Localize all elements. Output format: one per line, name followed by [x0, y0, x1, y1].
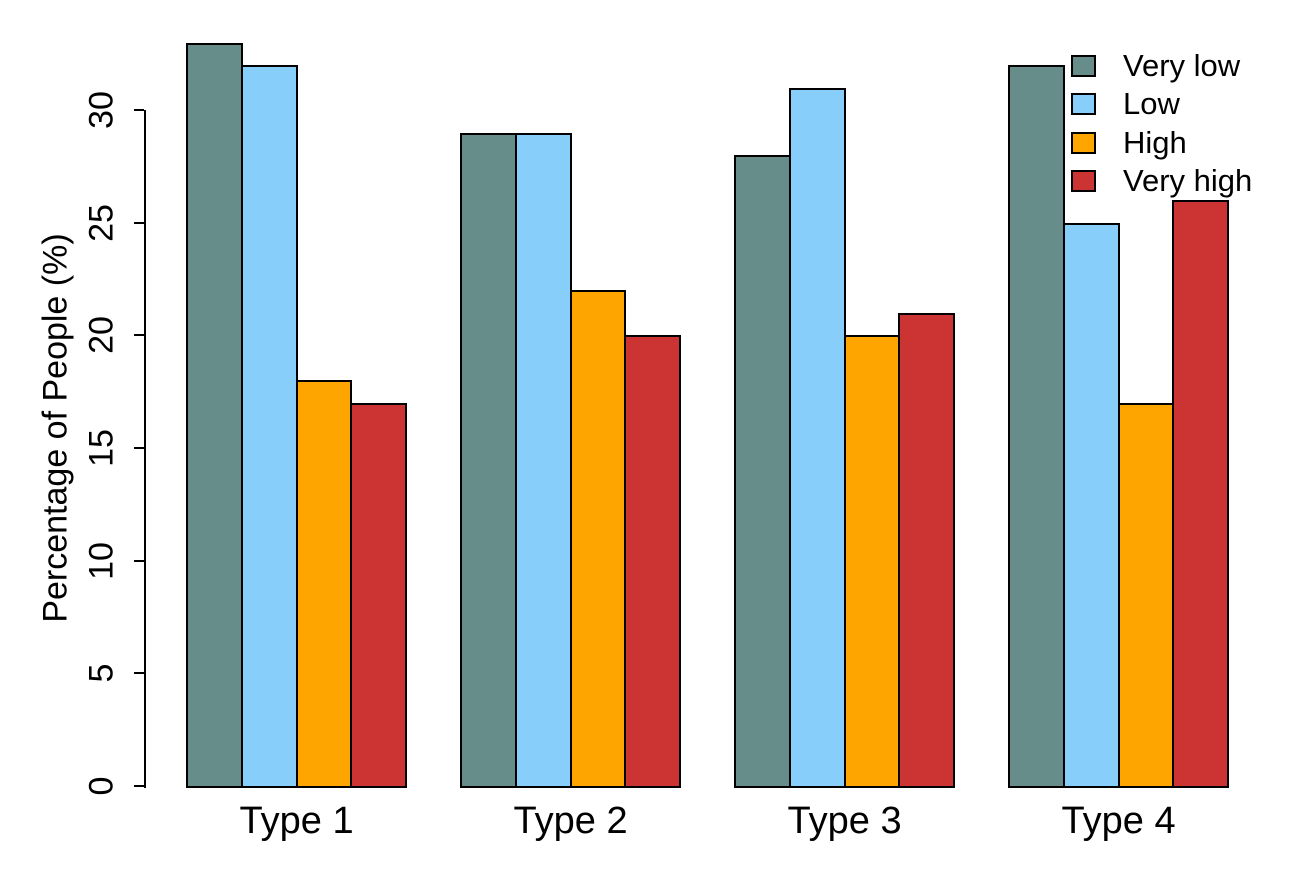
bar-very-high-type-4 [1172, 200, 1230, 788]
x-tick-label-type-2: Type 2 [513, 800, 628, 842]
legend-swatch-low [1071, 93, 1096, 116]
y-tick-label: 10 [82, 541, 121, 580]
y-tick-mark [134, 334, 144, 337]
bar-high-type-2 [569, 290, 627, 788]
y-axis-line [144, 110, 146, 788]
bar-very-low-type-4 [1008, 65, 1065, 788]
y-tick-label: 15 [82, 429, 121, 467]
y-tick-label: 30 [82, 91, 121, 130]
x-tick-label-type-4: Type 4 [1061, 800, 1176, 842]
legend-item-very-high: Very high [1071, 163, 1253, 199]
y-tick-mark [134, 672, 144, 675]
bar-very-low-type-3 [734, 155, 791, 788]
y-tick-label: 20 [82, 316, 121, 355]
bar-very-high-type-3 [898, 312, 956, 788]
legend-label-high: High [1123, 124, 1187, 160]
bar-low-type-3 [788, 87, 846, 788]
y-tick-mark [134, 221, 144, 224]
bar-high-type-4 [1117, 402, 1175, 788]
legend-item-low: Low [1071, 86, 1180, 122]
y-tick-label: 0 [82, 776, 121, 796]
x-tick-label-type-1: Type 1 [239, 800, 354, 842]
y-tick-label: 25 [82, 203, 121, 242]
y-tick-label: 5 [82, 663, 121, 683]
legend-item-high: High [1071, 124, 1187, 160]
y-axis-title: Percentage of People (%) [36, 233, 75, 623]
bar-very-low-type-2 [460, 132, 517, 788]
bar-very-low-type-1 [186, 42, 243, 788]
bar-very-high-type-1 [350, 402, 408, 788]
x-tick-label-type-3: Type 3 [787, 800, 902, 842]
legend-label-low: Low [1123, 86, 1180, 122]
y-tick-mark [134, 559, 144, 562]
bar-high-type-3 [843, 335, 901, 788]
legend-label-very-high: Very high [1123, 163, 1253, 199]
bar-low-type-2 [514, 132, 572, 788]
bar-low-type-4 [1062, 222, 1120, 788]
legend-swatch-very-low [1071, 55, 1096, 77]
y-tick-mark [134, 447, 144, 450]
bar-low-type-1 [240, 65, 298, 788]
bar-high-type-1 [295, 380, 353, 788]
legend-label-very-low: Very low [1123, 48, 1241, 83]
y-tick-mark [134, 785, 144, 787]
legend-swatch-high [1071, 131, 1096, 154]
bar-very-high-type-2 [624, 335, 682, 788]
legend-item-very-low: Very low [1071, 48, 1241, 83]
y-tick-mark [134, 109, 144, 112]
legend-swatch-very-high [1071, 170, 1096, 193]
